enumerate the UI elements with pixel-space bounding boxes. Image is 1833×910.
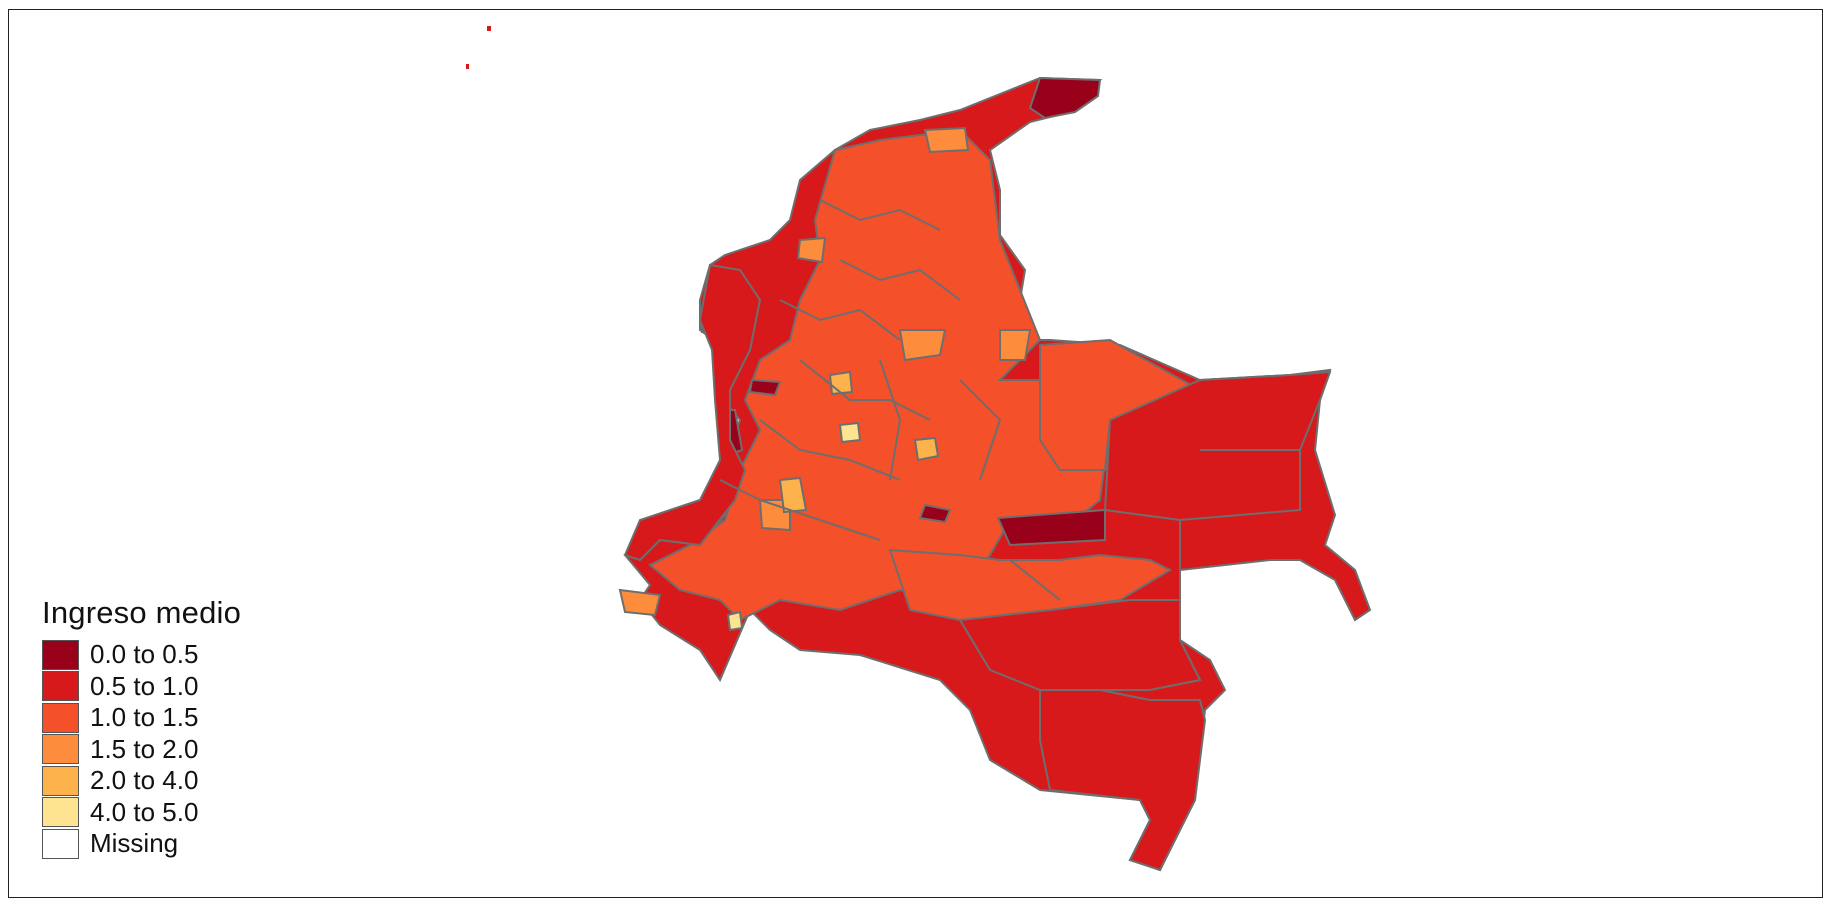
region-vichada <box>1103 370 1332 522</box>
region-llanos-west <box>1039 338 1203 471</box>
region-antioquia-dark <box>748 378 782 397</box>
region-meta-dark <box>918 503 952 524</box>
legend-swatch <box>42 702 79 733</box>
legend-swatch <box>42 734 79 765</box>
legend-item: Missing <box>42 828 241 860</box>
island-providencia <box>466 64 469 69</box>
legend-label: 1.0 to 1.5 <box>90 702 199 733</box>
region-caribbean-orange-2 <box>796 236 827 264</box>
region-cali <box>726 610 744 632</box>
legend-title: Ingreso medio <box>42 595 242 630</box>
region-south-central <box>888 548 1173 622</box>
legend-label: 2.0 to 4.0 <box>90 765 199 796</box>
legend-swatch <box>42 828 79 859</box>
legend-item: 0.5 to 1.0 <box>42 671 241 703</box>
region-eje-cafetero <box>838 421 862 444</box>
region-south-orange <box>618 588 662 617</box>
municipal-borders <box>719 199 1300 601</box>
legend-swatch <box>42 797 79 828</box>
region-bogota <box>913 436 940 462</box>
legend-swatch <box>42 765 79 796</box>
legend-item: 1.0 to 1.5 <box>42 702 241 734</box>
legend-label: 0.0 to 0.5 <box>90 639 199 670</box>
legend-label: 4.0 to 5.0 <box>90 796 199 827</box>
region-valle-cluster <box>778 476 808 514</box>
region-amazonas <box>1039 689 1207 872</box>
map-frame <box>8 9 1823 898</box>
region-la-guajira-north <box>1028 76 1102 120</box>
legend-label: Missing <box>90 828 179 859</box>
region-cumaribo <box>996 508 1106 547</box>
legend-item: 0.0 to 0.5 <box>42 639 241 671</box>
legend-swatch <box>42 639 79 670</box>
map-legend: Ingreso medio 0.0 to 0.5 0.5 to 1.0 1.0 … <box>42 595 241 860</box>
legend-label: 0.5 to 1.0 <box>90 670 199 701</box>
legend-swatch <box>42 671 79 702</box>
region-andes-orange-2 <box>999 329 1032 361</box>
legend-label: 1.5 to 2.0 <box>90 733 199 764</box>
legend-item: 4.0 to 5.0 <box>42 797 241 829</box>
region-caribbean-orange-1 <box>923 126 970 154</box>
legend-item: 2.0 to 4.0 <box>42 765 241 797</box>
legend-item: 1.5 to 2.0 <box>42 734 241 766</box>
region-medellin <box>828 370 854 396</box>
region-guaviare <box>958 599 1202 691</box>
region-andes-orange-1 <box>898 329 947 362</box>
region-pacific-coast <box>623 263 762 562</box>
island-san-andres <box>487 26 491 31</box>
